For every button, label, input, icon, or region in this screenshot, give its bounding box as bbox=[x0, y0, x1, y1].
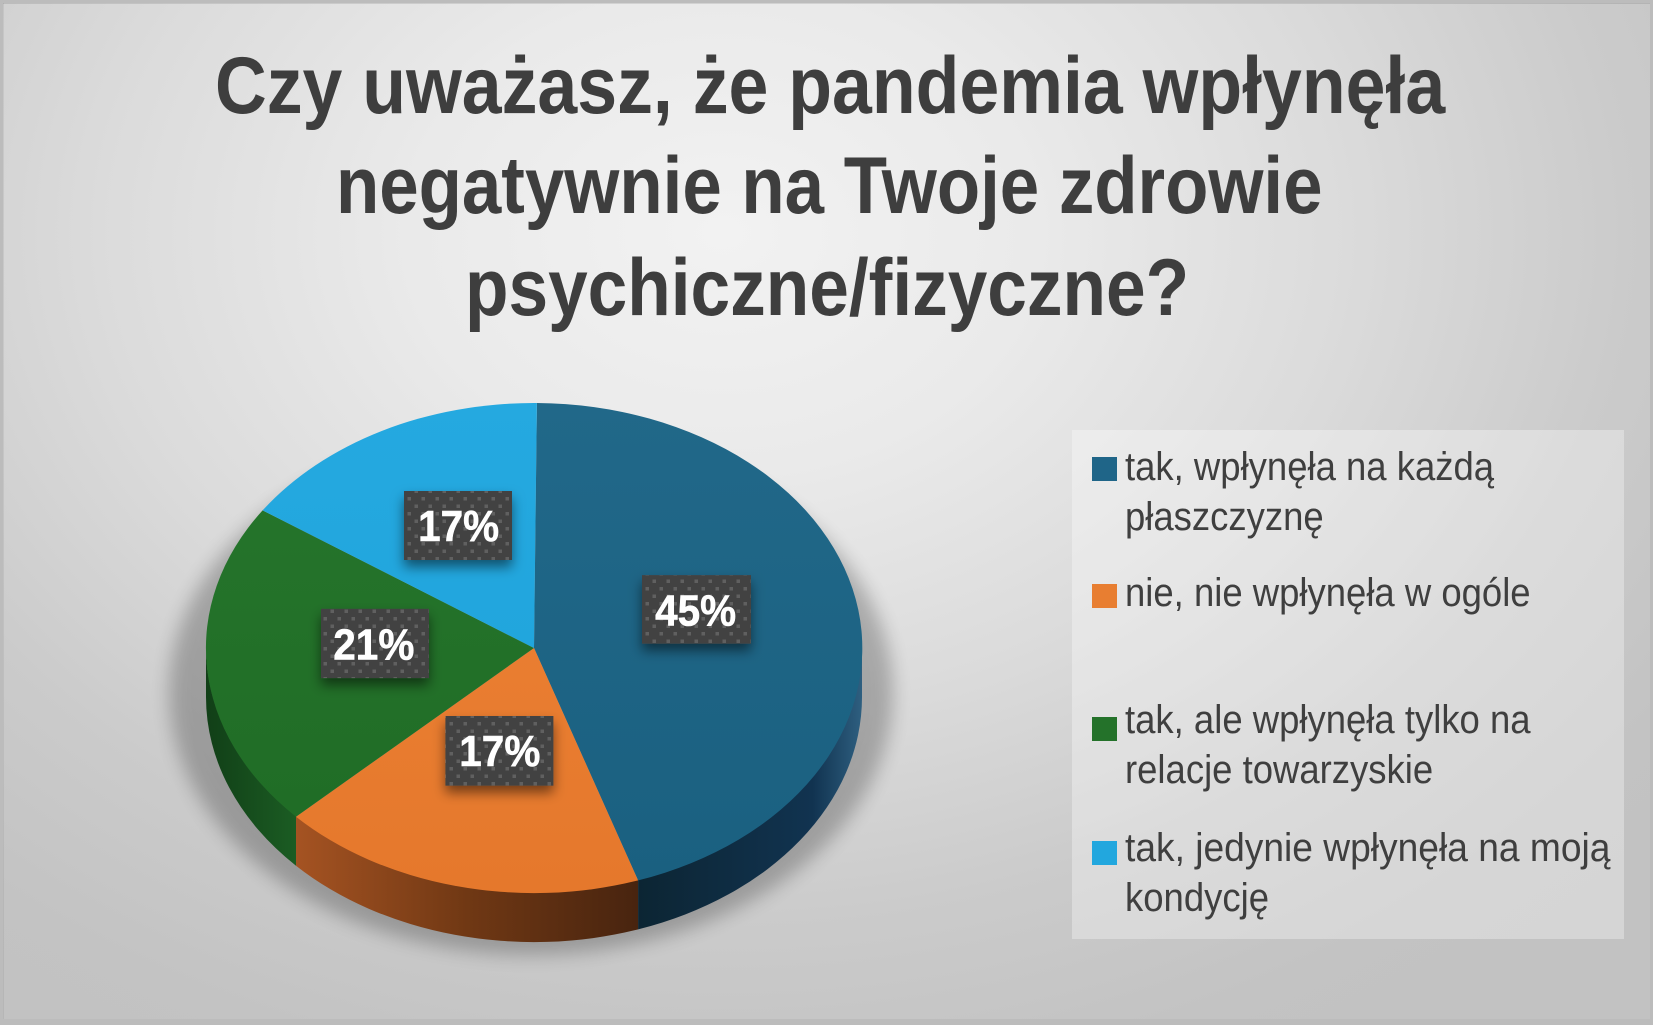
svg-text:17%: 17% bbox=[459, 727, 540, 776]
svg-text:21%: 21% bbox=[333, 620, 414, 669]
svg-text:45%: 45% bbox=[655, 586, 736, 635]
svg-text:17%: 17% bbox=[418, 501, 499, 550]
